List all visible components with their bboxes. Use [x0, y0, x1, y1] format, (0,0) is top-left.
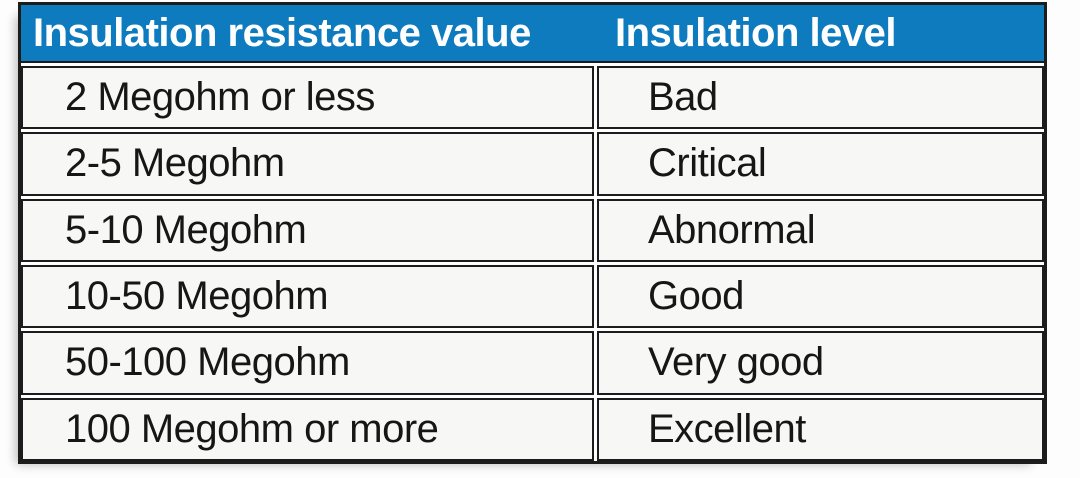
- insulation-resistance-table: Insulation resistance value Insulation l…: [18, 2, 1047, 464]
- resistance-value-cell: 100 Megohm or more: [21, 397, 594, 461]
- resistance-value-text: 50-100 Megohm: [65, 340, 350, 385]
- resistance-value-cell: 10-50 Megohm: [21, 264, 594, 329]
- insulation-level-cell: Good: [597, 264, 1044, 329]
- table-body: 2 Megohm or less Bad 2-5 Megohm Critical…: [21, 63, 1044, 461]
- insulation-level-cell: Abnormal: [597, 198, 1044, 262]
- insulation-level-cell: Bad: [597, 66, 1044, 130]
- insulation-level-text: Abnormal: [648, 207, 816, 252]
- insulation-level-cell: Very good: [597, 331, 1044, 395]
- column-header-resistance: Insulation resistance value: [33, 10, 531, 55]
- resistance-value-text: 10-50 Megohm: [65, 274, 329, 319]
- table-row: 10-50 Megohm Good: [21, 264, 1044, 329]
- resistance-value-text: 2-5 Megohm: [65, 141, 285, 186]
- table-row: 2 Megohm or less Bad: [21, 66, 1044, 130]
- resistance-value-cell: 50-100 Megohm: [21, 331, 594, 395]
- table-row: 50-100 Megohm Very good: [21, 331, 1044, 395]
- table-header-row: Insulation resistance value Insulation l…: [21, 5, 1044, 63]
- insulation-level-text: Bad: [648, 75, 718, 120]
- resistance-value-text: 2 Megohm or less: [65, 75, 375, 120]
- resistance-value-cell: 2 Megohm or less: [21, 66, 594, 130]
- table-row: 100 Megohm or more Excellent: [21, 397, 1044, 461]
- column-header-level: Insulation level: [615, 10, 896, 55]
- insulation-level-cell: Excellent: [597, 397, 1044, 461]
- table-row: 2-5 Megohm Critical: [21, 132, 1044, 196]
- insulation-level-cell: Critical: [597, 132, 1044, 196]
- resistance-value-text: 5-10 Megohm: [65, 207, 307, 252]
- resistance-value-cell: 5-10 Megohm: [21, 198, 594, 262]
- resistance-value-cell: 2-5 Megohm: [21, 132, 594, 196]
- insulation-level-text: Excellent: [648, 406, 806, 451]
- insulation-level-text: Very good: [648, 340, 824, 385]
- resistance-value-text: 100 Megohm or more: [65, 406, 439, 451]
- insulation-level-text: Critical: [648, 141, 767, 186]
- insulation-level-text: Good: [648, 274, 744, 319]
- table-row: 5-10 Megohm Abnormal: [21, 198, 1044, 262]
